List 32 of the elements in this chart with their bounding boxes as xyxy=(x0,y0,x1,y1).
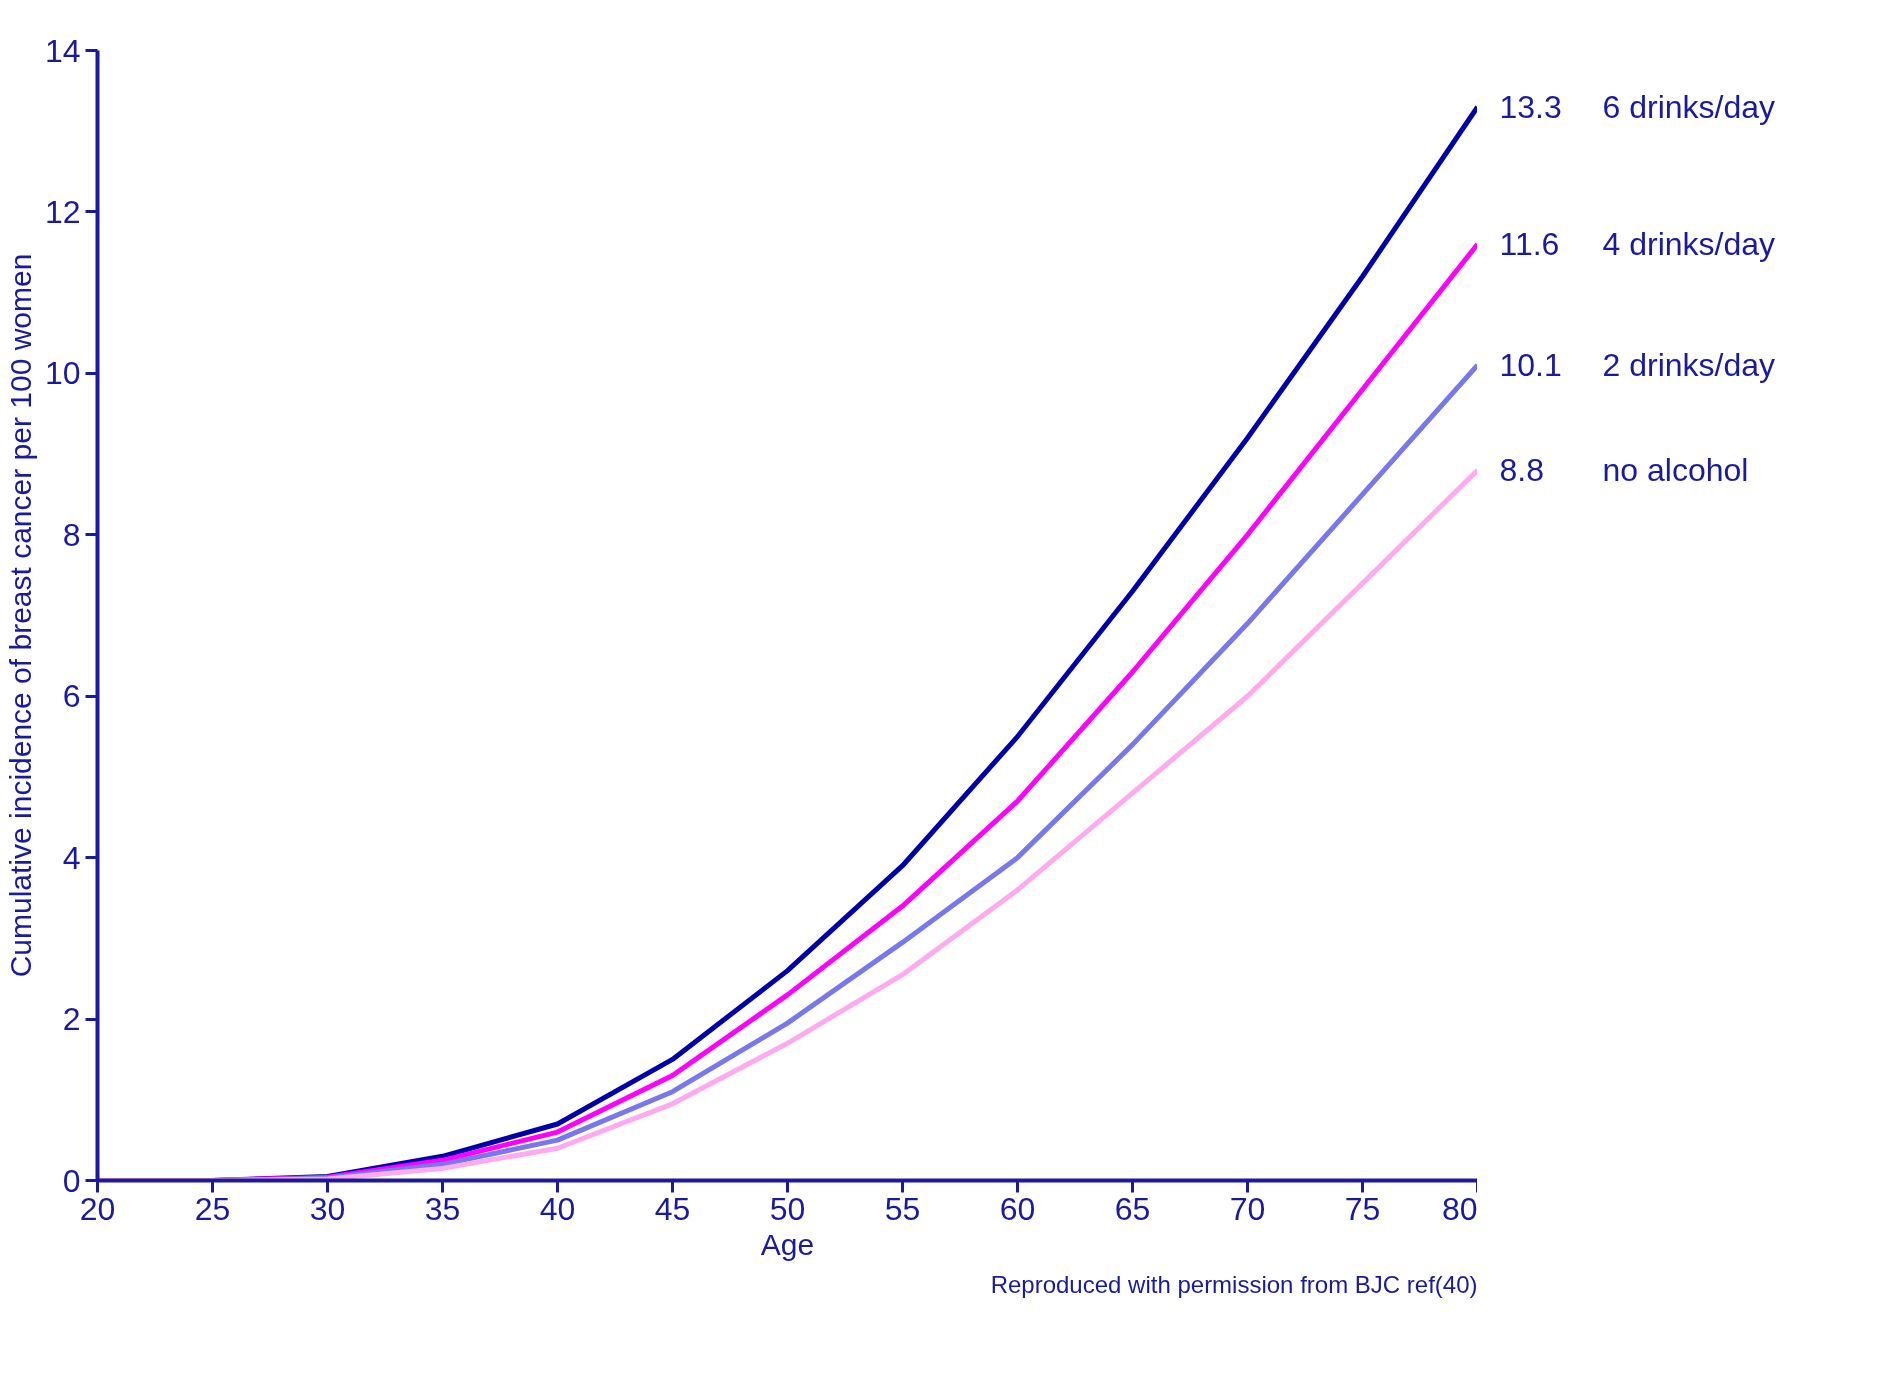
x-tick-label: 75 xyxy=(1344,1190,1381,1227)
x-tick-label: 45 xyxy=(654,1190,691,1227)
x-axis-title: Age xyxy=(760,1227,815,1261)
y-tick-label: 0 xyxy=(62,1162,81,1199)
y-axis-title: Cumulative incidence of breast cancer per 100 women xyxy=(3,253,37,978)
y-tick-label: 4 xyxy=(62,839,81,876)
x-tick-label: 50 xyxy=(769,1190,806,1227)
text: 2 drinks/day xyxy=(1602,347,1776,384)
text: 6 drinks/day xyxy=(1602,89,1776,125)
x-tick-label: 25 xyxy=(194,1190,231,1227)
y-tick-label: 10 xyxy=(44,355,81,392)
y-tick-label: 2 xyxy=(62,1001,81,1038)
x-tick-label: 80 xyxy=(1441,1190,1478,1227)
text: no alcohol xyxy=(1602,452,1749,489)
data-label: 13.3 xyxy=(1499,89,1562,125)
x-tick-label: 35 xyxy=(424,1190,461,1227)
y-tick-label: 6 xyxy=(62,678,81,715)
x-tick-label: 30 xyxy=(309,1190,346,1227)
data-label: 8.8 xyxy=(1499,452,1544,489)
data-label: 10.1 xyxy=(1499,347,1562,384)
x-tick-label: 65 xyxy=(1114,1190,1151,1227)
text: Reproduced with permission from BJC ref(40) xyxy=(990,1270,1478,1298)
data-label: 11.6 xyxy=(1499,226,1560,263)
x-tick-label: 40 xyxy=(539,1190,576,1227)
y-tick-label: 8 xyxy=(62,516,81,553)
x-tick-label: 70 xyxy=(1229,1190,1266,1227)
y-tick-label: 12 xyxy=(44,193,81,230)
text: 4 drinks/day xyxy=(1602,226,1776,263)
x-tick-label: 55 xyxy=(884,1190,921,1227)
x-tick-label: 20 xyxy=(79,1190,116,1227)
x-tick-label: 60 xyxy=(999,1190,1036,1227)
y-tick-label: 14 xyxy=(44,32,81,69)
